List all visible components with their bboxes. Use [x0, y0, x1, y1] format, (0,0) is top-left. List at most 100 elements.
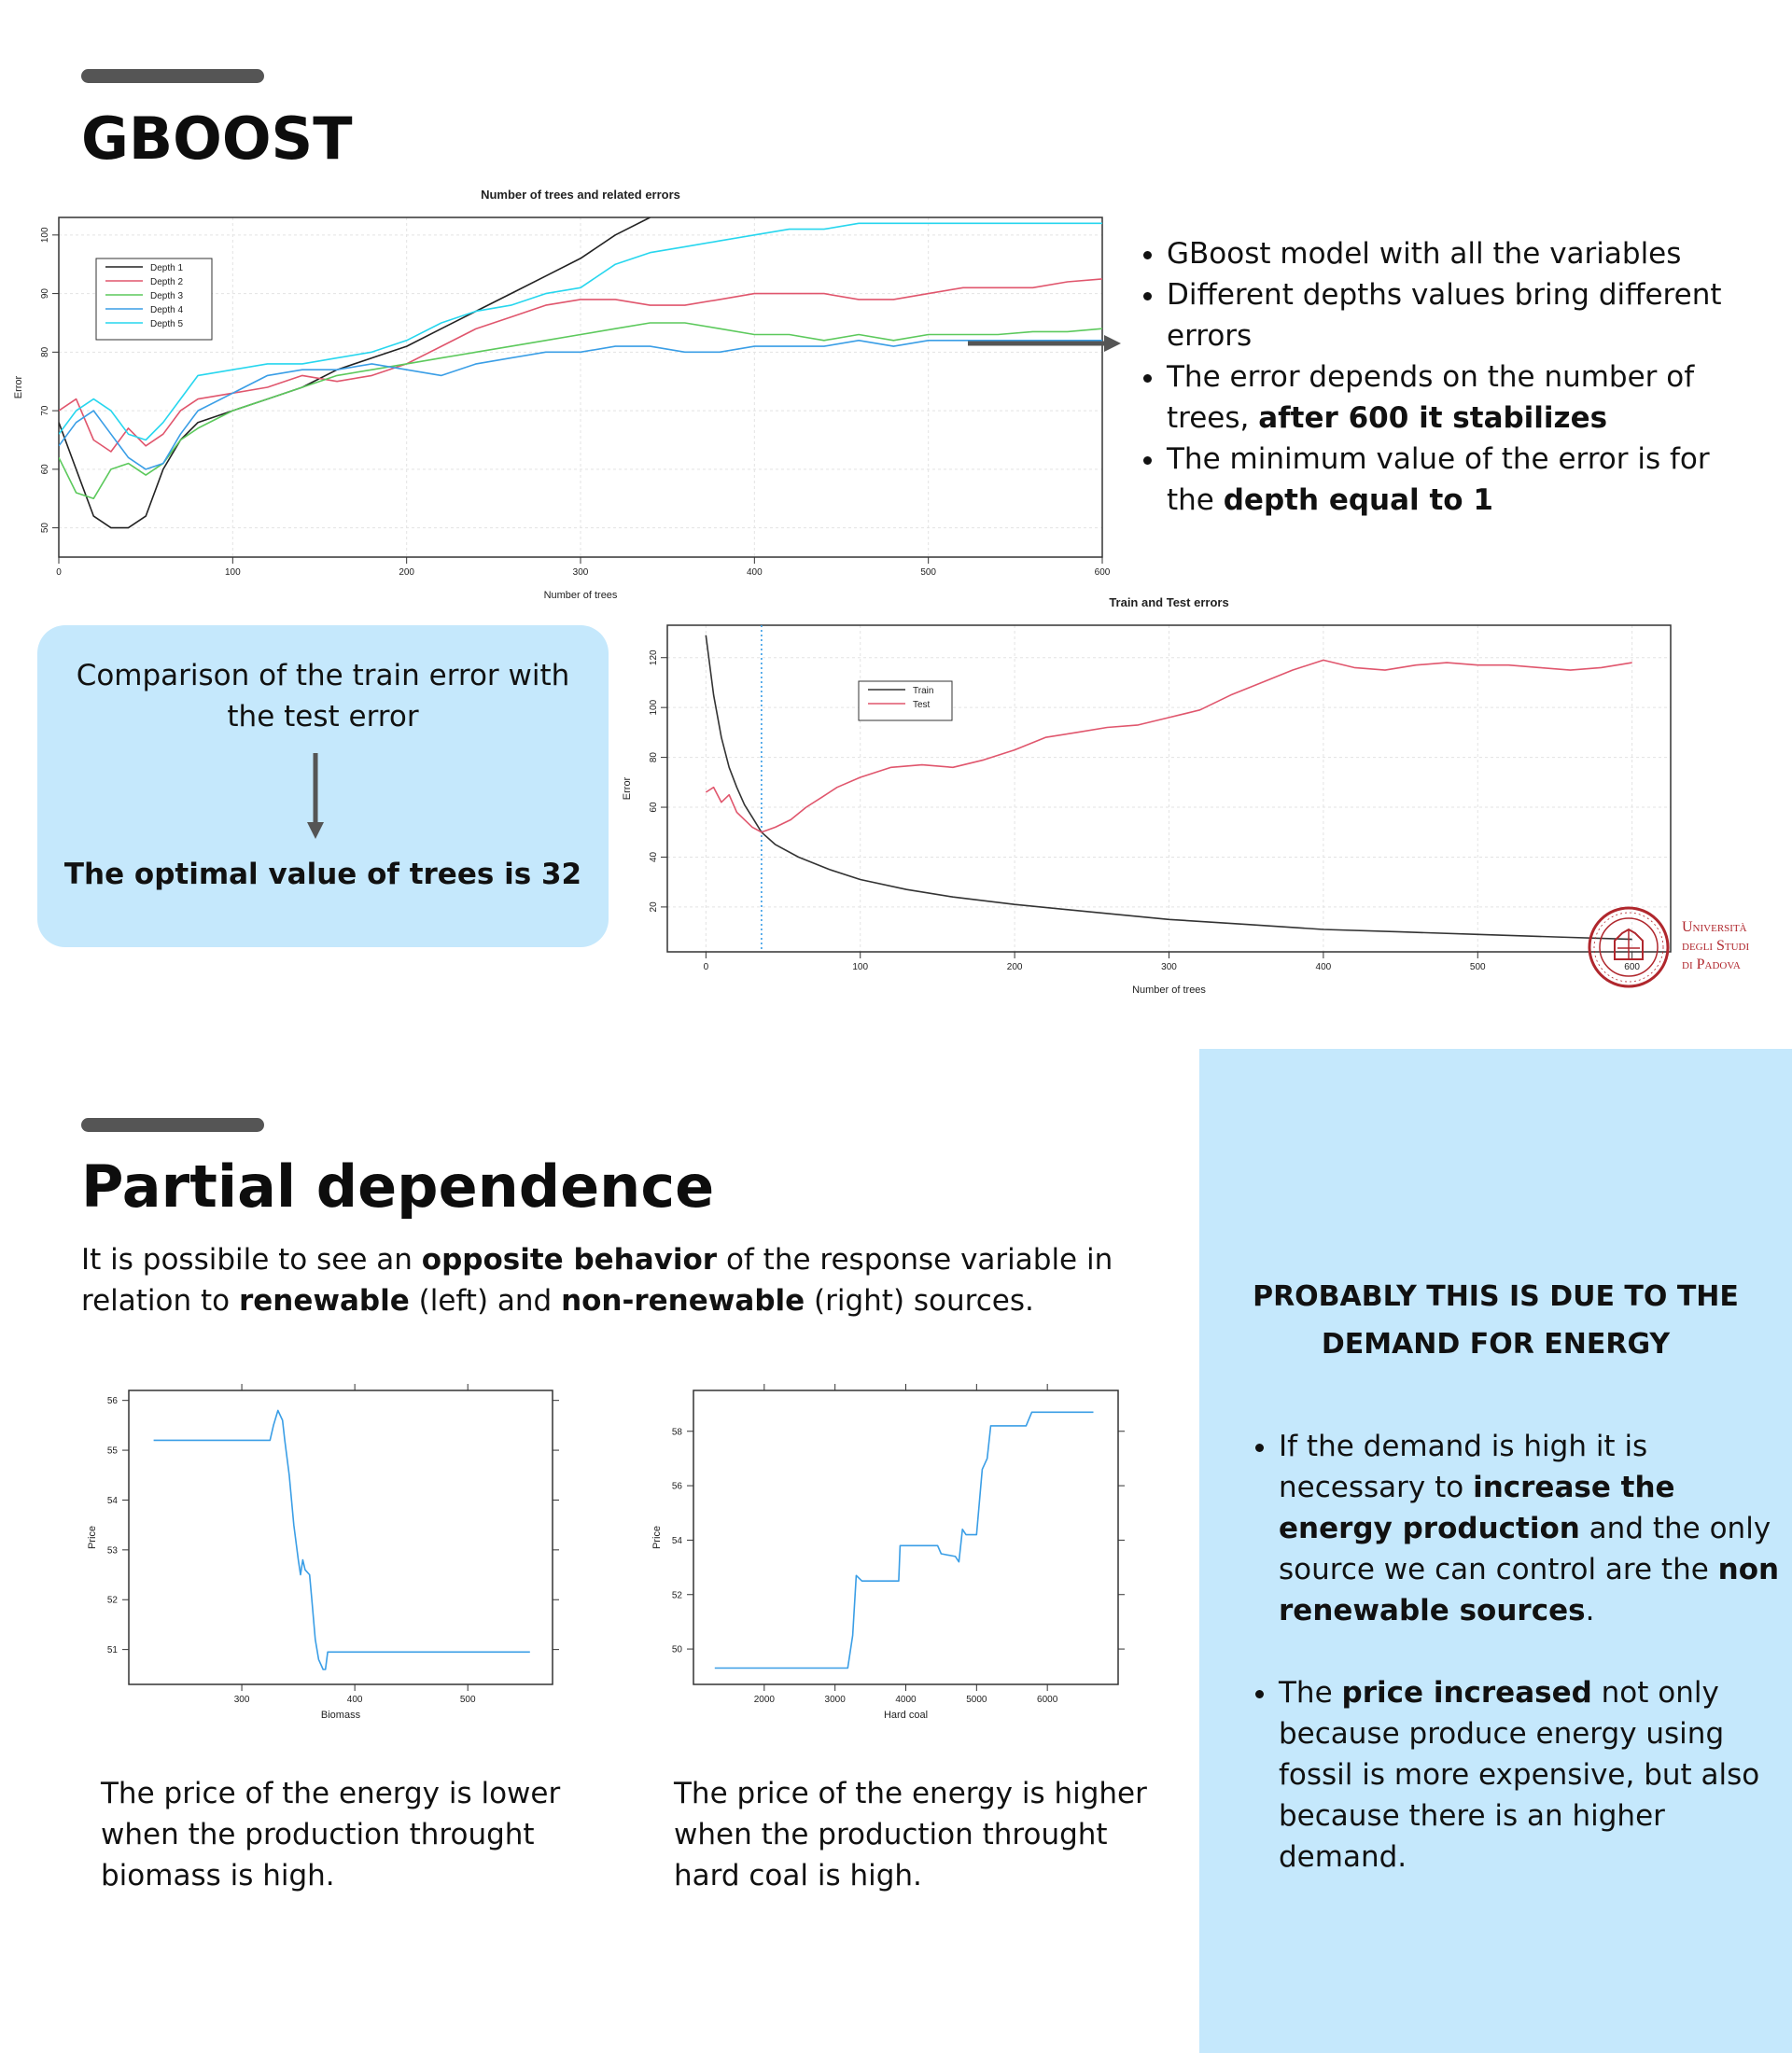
x-tick-label: 500	[920, 567, 936, 578]
text-segment: If the demand is high it is necessary to	[1279, 1430, 1648, 1504]
bold-text: depth equal to 1	[1223, 483, 1493, 517]
chart-title: Train and Test errors	[1109, 595, 1228, 609]
y-tick-label: 60	[40, 464, 50, 475]
text-segment: It is possibile to see an	[81, 1243, 422, 1277]
x-tick-label: 600	[1095, 567, 1111, 578]
trees-error-chart: 0 100 200 300 400 500 600 50 60 70 80 90 100 Number o…	[13, 188, 1111, 601]
side-panel-heading: PROBABLY THIS IS DUE TO THE DEMAND FOR E…	[1253, 1280, 1739, 1361]
y-tick-label: 80	[40, 346, 50, 357]
gboost-bullet-list: GBoost model with all the variables Diffe…	[1129, 233, 1764, 521]
logo-line-1: Università	[1682, 919, 1747, 935]
gboost-title: GBOOST	[81, 105, 353, 173]
plot-frame	[693, 1390, 1119, 1685]
y-tick-label: 120	[649, 649, 659, 665]
y-tick-label: 55	[107, 1446, 119, 1457]
optimal-trees-text: The optimal value of trees is 32	[63, 858, 582, 891]
y-tick-label: 70	[40, 405, 50, 416]
series-group	[153, 1409, 530, 1670]
university-logo: Università degli Studi di Padova	[1587, 905, 1773, 989]
series-line-1	[714, 1411, 1094, 1669]
y-tick-label: 54	[107, 1496, 119, 1506]
series-group	[705, 625, 1632, 952]
x-axis-label: Number of trees	[1132, 985, 1206, 996]
y-tick-label: 40	[649, 851, 659, 862]
section-accent-bar	[81, 69, 264, 83]
series-group	[59, 217, 1102, 529]
y-tick-label: 56	[107, 1396, 119, 1406]
x-tick-label: 300	[1161, 962, 1177, 972]
comparison-text: Comparison of the train error with the t…	[76, 659, 570, 733]
bold-text: increase the energy production	[1279, 1471, 1675, 1545]
series-line-3	[59, 322, 1102, 500]
train-test-chart: 0 100 200 300 400 500 600 20 40 60 80 100 120 Train a…	[622, 595, 1672, 996]
x-tick-label: 600	[1624, 962, 1640, 972]
legend-entry: Depth 3	[150, 291, 183, 301]
text-segment: .	[1585, 1594, 1595, 1627]
partial-dependence-intro: It is possibile to see an opposite behav…	[81, 1239, 1117, 1321]
x-tick-label: 400	[1316, 962, 1332, 972]
partial-dependence-title: Partial dependence	[81, 1152, 715, 1221]
text-segment: not only because produce energy using fo…	[1279, 1676, 1760, 1874]
y-tick-label: 100	[40, 227, 50, 243]
bold-text: renewable	[238, 1284, 410, 1318]
caption-biomass: The price of the energy is lower when th…	[101, 1777, 561, 1892]
legend-entry: Depth 5	[150, 319, 183, 329]
legend-entry: Depth 4	[150, 305, 183, 315]
x-tick-label: 2000	[754, 1695, 776, 1705]
y-tick-label: 52	[107, 1596, 119, 1606]
x-tick-label: 500	[1470, 962, 1486, 972]
bullet-item: GBoost model with all the variables	[1167, 233, 1764, 274]
y-tick-label: 53	[107, 1545, 119, 1556]
x-axis-label: Biomass	[321, 1710, 361, 1721]
hardcoal-partial-dependence-chart: 2000 3000 4000 5000 6000 50 52 54 56 58 Hard coal P…	[651, 1384, 1125, 1721]
bullet-item: The error depends on the number of trees…	[1167, 356, 1764, 439]
y-tick-label: 52	[672, 1590, 683, 1600]
y-tick-label: 56	[672, 1482, 683, 1492]
right-arrow-icon	[968, 335, 1121, 352]
bullet-item: Different depths values bring different …	[1167, 274, 1764, 356]
text-segment: The	[1279, 1676, 1342, 1710]
down-arrow-icon	[307, 753, 324, 839]
x-tick-label: 5000	[966, 1695, 987, 1705]
bold-text: opposite behavior	[421, 1243, 718, 1277]
x-tick-label: 200	[1007, 962, 1023, 972]
y-tick-label: 100	[649, 699, 659, 715]
comparison-panel: Comparison of the train error with the t…	[37, 625, 609, 947]
text-segment: of the response variable in relation to	[81, 1243, 1113, 1318]
y-tick-label: 90	[40, 288, 50, 300]
series-group	[714, 1411, 1094, 1669]
text-segment: The minimum value of the error is for th…	[1167, 442, 1710, 517]
explanation-side-panel: PROBABLY THIS IS DUE TO THE DEMAND FOR E…	[1199, 1049, 1792, 2053]
text-segment: (left) and	[409, 1284, 562, 1318]
x-tick-label: 4000	[895, 1695, 917, 1705]
series-line-2	[59, 278, 1102, 453]
x-tick-label: 0	[704, 962, 709, 972]
x-tick-label: 100	[852, 962, 868, 972]
text-segment: Different depths values bring different …	[1167, 278, 1722, 353]
x-tick-label: 400	[347, 1695, 363, 1705]
legend-entry: Train	[913, 686, 933, 696]
y-axis-label: Error	[622, 776, 633, 800]
plot-frame	[128, 1390, 553, 1685]
logo-line-2: degli Studi	[1682, 938, 1750, 954]
series-line-1	[153, 1409, 530, 1670]
series-line-5	[59, 222, 1102, 441]
y-tick-label: 50	[40, 523, 50, 534]
bold-text: non-renewable	[561, 1284, 805, 1318]
x-axis-label: Hard coal	[884, 1710, 928, 1721]
legend-entry: Depth 1	[150, 263, 183, 273]
y-tick-label: 50	[672, 1645, 683, 1655]
bullet-item: If the demand is high it is necessary to…	[1279, 1426, 1792, 1631]
y-tick-label: 54	[672, 1536, 683, 1546]
y-tick-label: 60	[649, 802, 659, 813]
text-segment: (right) sources.	[805, 1284, 1034, 1318]
x-tick-label: 6000	[1037, 1695, 1058, 1705]
biomass-partial-dependence-chart: 300 400 500 51 52 53 54 55 56 Biomass Price	[87, 1384, 559, 1721]
y-axis-label: Price	[651, 1526, 663, 1549]
y-axis-label: Error	[13, 375, 24, 398]
section-accent-bar-2	[81, 1118, 264, 1132]
text-segment: and the only source we can control are t…	[1279, 1512, 1771, 1586]
x-tick-label: 100	[225, 567, 241, 578]
legend-entry: Test	[913, 700, 931, 710]
x-axis-label: Number of trees	[544, 590, 618, 601]
